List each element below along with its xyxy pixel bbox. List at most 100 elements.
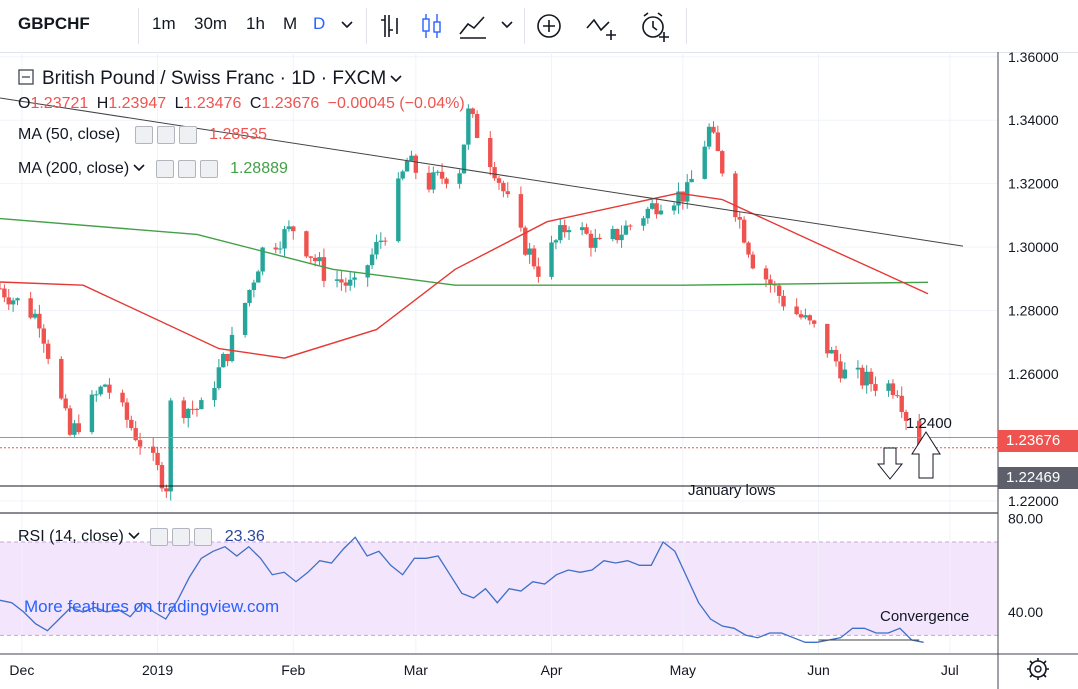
candle-body [102, 384, 108, 387]
candle-body [400, 171, 405, 179]
up-arrow-icon[interactable] [911, 431, 941, 479]
rsi-legend[interactable]: RSI (14, close) 23.36 [18, 528, 265, 546]
candle-body [137, 440, 143, 447]
candle-body [873, 384, 878, 391]
candle-body [76, 423, 81, 433]
bar-chart-icon[interactable] [378, 12, 404, 40]
candle-body [776, 285, 782, 296]
close-icon[interactable] [194, 528, 213, 546]
interval-1h-button[interactable]: 1h [246, 14, 265, 33]
candle-body [312, 257, 318, 262]
candle-body [593, 237, 598, 248]
ma200-line [0, 217, 929, 286]
rsi-tick-label: 40.00 [1008, 604, 1043, 620]
candle-body [619, 234, 624, 241]
ma50-legend[interactable]: MA (50, close) 1.28535 [18, 126, 268, 144]
legend-buttons[interactable] [155, 160, 222, 178]
candles-icon[interactable] [418, 12, 444, 40]
price-tick-label: 1.32000 [1008, 176, 1059, 192]
candle-body [374, 241, 379, 255]
candle-body [868, 371, 874, 385]
settings-icon[interactable] [177, 160, 196, 178]
candle-body [221, 353, 226, 368]
candle-body [347, 279, 353, 286]
time-tick-label: 2019 [142, 662, 173, 678]
candle-body [518, 194, 524, 228]
ma50-line [0, 192, 929, 359]
symbol-search-button[interactable]: GBPCHF [18, 14, 90, 33]
chevron-down-icon[interactable] [128, 531, 140, 541]
candle-body [798, 314, 804, 318]
ma200-legend[interactable]: MA (200, close) 1.28889 [18, 160, 288, 178]
eye-icon[interactable] [155, 160, 174, 178]
chart-canvas[interactable]: 1.36000 1.34000 1.32000 1.30000 1.28000 1.260… [0, 52, 1078, 689]
chevron-down-icon[interactable] [340, 20, 354, 30]
candle-body [741, 219, 747, 243]
interval-month-button[interactable]: M [283, 14, 298, 33]
candle-body [404, 160, 410, 172]
candle-body [680, 191, 686, 202]
collapse-icon[interactable] [18, 69, 34, 85]
candle-body [89, 394, 95, 433]
top-toolbar: GBPCHF 1m 30m 1h M D [0, 0, 1078, 53]
candle-body [59, 358, 64, 399]
close-icon[interactable] [199, 160, 218, 178]
candle-body [343, 282, 348, 286]
candle-body [0, 288, 3, 290]
candle-body [864, 371, 869, 386]
candle-body [488, 137, 493, 168]
interval-day-button[interactable]: D [313, 14, 326, 33]
candle-body [431, 172, 436, 190]
candle-body [829, 349, 834, 354]
main-legend-title[interactable]: British Pound / Swiss Franc · 1D · FXCM [18, 68, 402, 90]
candle-body [531, 248, 537, 267]
alert-icon[interactable] [638, 10, 672, 42]
chevron-down-icon[interactable] [500, 20, 514, 30]
time-axis[interactable]: Dec 2019 Feb Mar Apr May Jun Jul [9, 662, 958, 678]
eye-icon[interactable] [150, 528, 169, 546]
indicators-icon[interactable] [585, 12, 619, 40]
watermark-text[interactable]: More features on tradingview.com [24, 597, 279, 616]
time-tick-label: Feb [281, 662, 305, 678]
candle-body [339, 279, 344, 283]
rsi-axis[interactable]: 80.00 40.00 [1008, 511, 1043, 620]
settings-icon[interactable] [156, 126, 175, 144]
chevron-down-icon[interactable] [390, 74, 402, 84]
time-tick-label: Apr [541, 662, 563, 678]
toolbar-divider [524, 8, 525, 44]
trendline[interactable] [0, 97, 964, 247]
january-low-price-tag: 1.22469 [998, 467, 1078, 489]
interval-1m-button[interactable]: 1m [152, 14, 176, 33]
candle-body [164, 488, 169, 492]
close-icon[interactable] [178, 126, 197, 144]
gear-icon[interactable] [1027, 658, 1049, 680]
down-arrow-icon[interactable] [876, 447, 904, 480]
price-tick-label: 1.34000 [1008, 112, 1059, 128]
candle-body [378, 240, 384, 242]
compare-icon[interactable] [535, 12, 563, 40]
candle-body [623, 225, 629, 235]
candle-body [444, 178, 449, 184]
candle-body [671, 205, 677, 211]
legend-buttons[interactable] [134, 126, 201, 144]
candle-body [733, 173, 738, 218]
interval-30m-button[interactable]: 30m [194, 14, 228, 33]
candle-body [282, 229, 287, 249]
candle-body [277, 248, 283, 250]
candle-body [45, 343, 51, 359]
area-chart-icon[interactable] [458, 12, 488, 40]
settings-icon[interactable] [172, 528, 191, 546]
legend-buttons[interactable] [150, 528, 216, 546]
convergence-label: Convergence [880, 608, 969, 625]
time-tick-label: Mar [404, 662, 428, 678]
candle-body [321, 257, 327, 281]
eye-icon[interactable] [134, 126, 153, 144]
candle-body [685, 182, 690, 202]
rsi-tick-label: 80.00 [1008, 511, 1043, 527]
candle-body [67, 408, 73, 435]
candle-body [890, 383, 896, 396]
chevron-down-icon[interactable] [133, 163, 145, 173]
candle-body [308, 256, 313, 258]
candle-body [917, 420, 922, 446]
time-tick-label: May [670, 662, 696, 678]
